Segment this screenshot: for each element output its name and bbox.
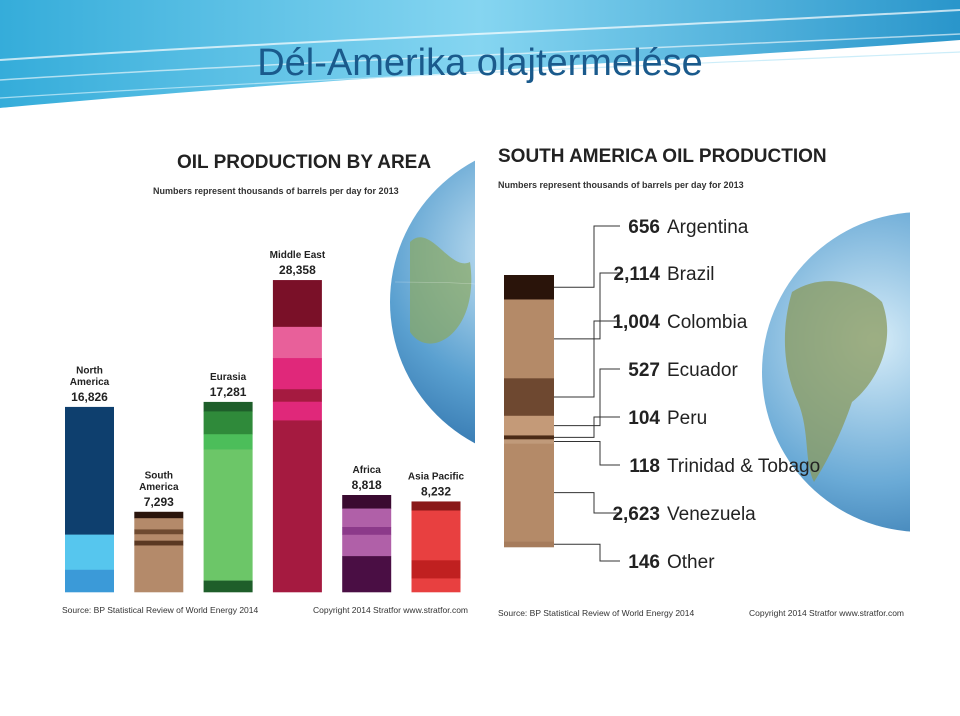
chart-subtitle: Numbers represent thousands of barrels p… (153, 186, 399, 196)
category-label: Peru (667, 408, 707, 429)
segment-brazil (504, 299, 554, 379)
leader-line (554, 272, 620, 340)
category-label: Brazil (667, 264, 715, 285)
value-label: 28,358 (279, 263, 316, 277)
value-label: 2,114 (614, 264, 661, 285)
bar-north-america (65, 406, 114, 593)
value-label: 8,232 (421, 484, 451, 498)
category-label: Ecuador (667, 360, 738, 381)
leader-line (554, 368, 620, 427)
segment-argentina (504, 275, 554, 300)
segment-trinidad-tobago (504, 439, 554, 445)
oil-production-by-area-chart: OIL PRODUCTION BY AREA Numbers represent… (62, 142, 710, 615)
source-note: Source: BP Statistical Review of World E… (62, 605, 258, 615)
slide-title: Dél-Amerika olajtermelése (257, 42, 703, 84)
category-label: Venezuela (667, 504, 756, 525)
value-label: 118 (629, 456, 660, 477)
value-label: 7,293 (144, 495, 174, 509)
bar-south-america (134, 511, 184, 593)
category-label: North (76, 365, 103, 376)
copyright-note: Copyright 2014 Stratfor www.stratfor.com (313, 605, 468, 615)
value-label: 1,004 (612, 312, 660, 333)
oil-production-by-area-panel: OIL PRODUCTION BY AREA Numbers represent… (50, 132, 710, 627)
segment-venezuela (504, 443, 554, 542)
segment-peru (504, 435, 554, 440)
copyright-note: Copyright 2014 Stratfor www.stratfor.com (749, 608, 904, 618)
globe-illustration (762, 212, 960, 532)
value-label: 17,281 (210, 385, 247, 399)
leader-line (554, 416, 620, 438)
category-label: America (139, 482, 179, 493)
leader-line (554, 543, 620, 562)
bar-eurasia (203, 401, 253, 593)
value-label: 2,623 (612, 504, 660, 525)
category-label: Argentina (667, 217, 749, 238)
leader-line (554, 441, 620, 466)
source-note: Source: BP Statistical Review of World E… (498, 608, 694, 618)
south-america-oil-production-chart: SOUTH AMERICA OIL PRODUCTION Numbers rep… (498, 146, 960, 618)
south-america-oil-production-panel: SOUTH AMERICA OIL PRODUCTION Numbers rep… (492, 132, 960, 627)
slide-header-banner (0, 0, 960, 116)
category-label: Other (667, 552, 715, 573)
segment-other (504, 541, 554, 548)
category-label: Middle East (270, 250, 326, 261)
chart-subtitle: Numbers represent thousands of barrels p… (498, 180, 744, 190)
category-label: Colombia (667, 312, 748, 333)
category-label: Eurasia (210, 372, 247, 383)
value-label: 8,818 (352, 478, 382, 492)
category-label: Asia Pacific (408, 471, 465, 482)
bar-middle-east (272, 280, 322, 593)
value-label: 146 (628, 552, 660, 573)
segment-colombia (504, 378, 554, 417)
value-label: 656 (628, 217, 660, 238)
value-label: 527 (628, 360, 660, 381)
value-label: 104 (628, 408, 660, 429)
bar-asia-pacific (411, 501, 461, 593)
category-label: America (70, 377, 110, 388)
category-label: Africa (353, 465, 382, 476)
category-label: Trinidad & Tobago (667, 456, 820, 477)
leader-line (554, 492, 620, 514)
leader-line (554, 320, 620, 398)
category-label: South (145, 470, 173, 481)
segment-ecuador (504, 415, 554, 436)
bar-africa (342, 495, 392, 593)
globe-illustration (390, 142, 710, 462)
chart-title: OIL PRODUCTION BY AREA (177, 152, 431, 173)
chart-title: SOUTH AMERICA OIL PRODUCTION (498, 146, 827, 167)
value-label: 16,826 (71, 390, 108, 404)
leader-line (554, 225, 620, 288)
